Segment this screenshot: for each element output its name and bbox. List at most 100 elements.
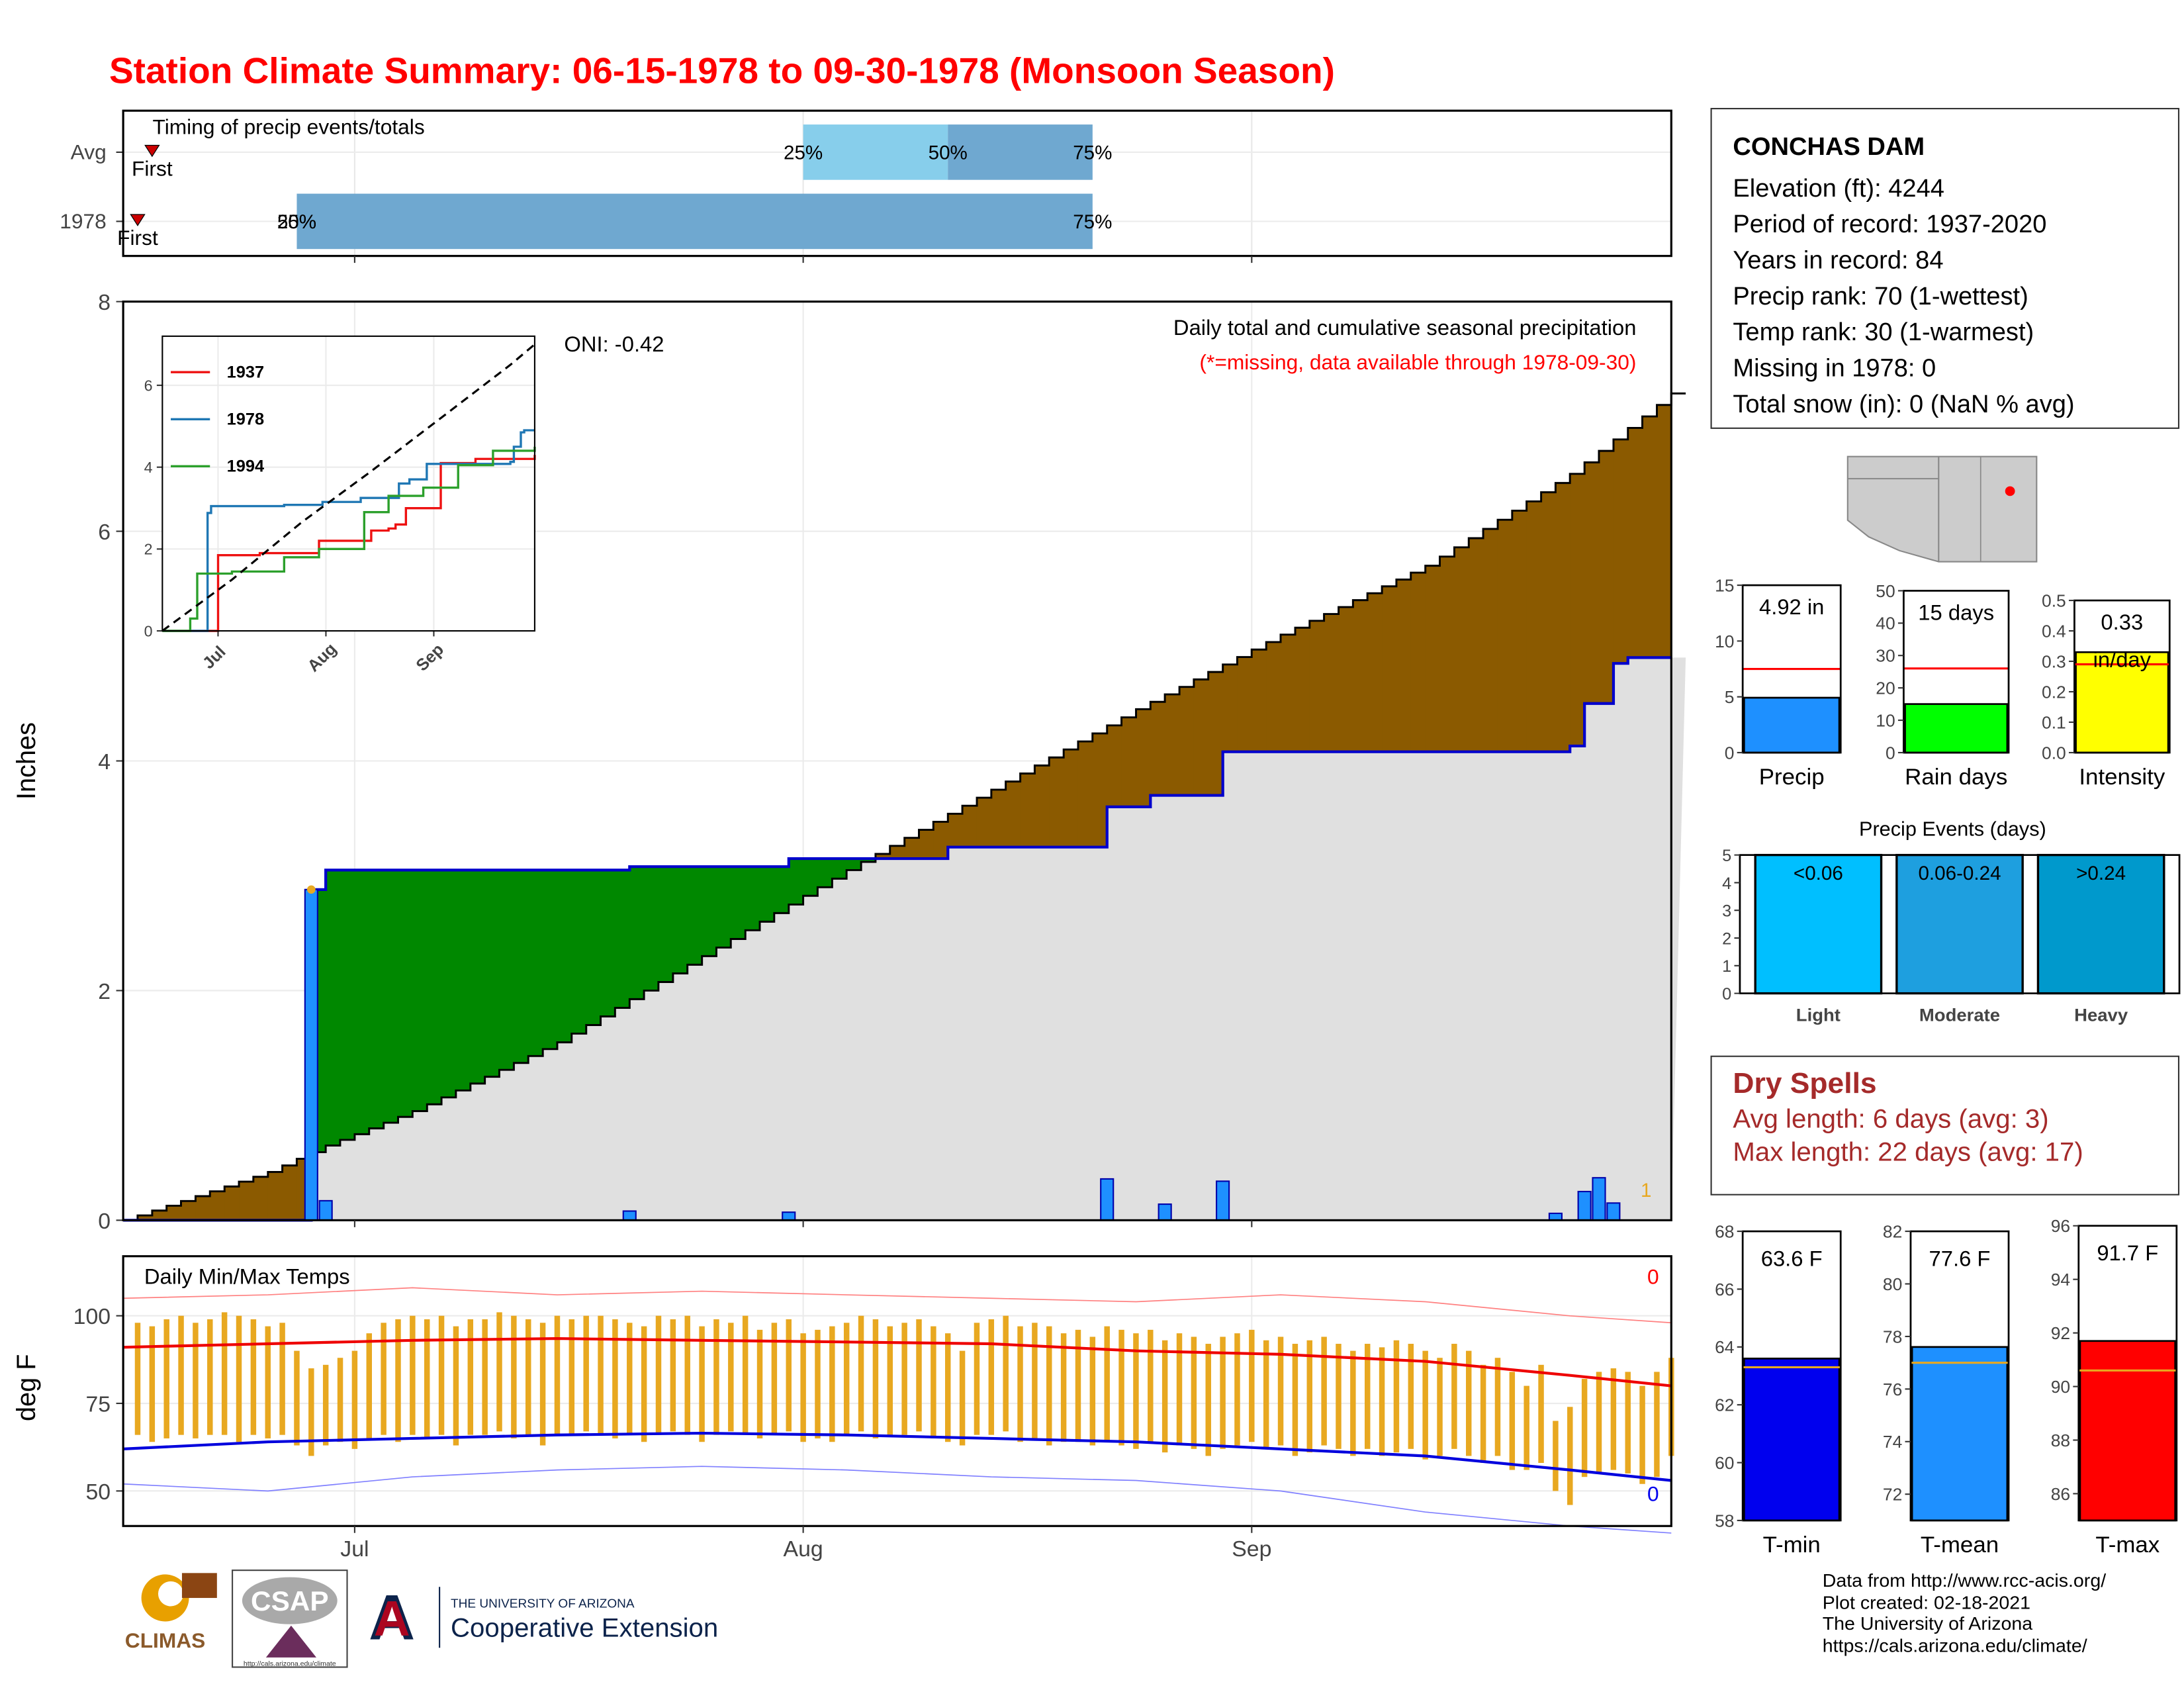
temp-daily-range-bar bbox=[279, 1323, 285, 1435]
events-y-tick-label: 3 bbox=[1722, 902, 1731, 921]
location-map bbox=[1846, 455, 2038, 563]
csap-url: http://cals.arizona.edu/climate bbox=[244, 1660, 336, 1667]
temp-daily-range-bar bbox=[1220, 1336, 1226, 1449]
precip-deficit-area bbox=[1425, 565, 1441, 752]
precip-y-tick-label: 8 bbox=[98, 291, 111, 315]
timing-marker-first bbox=[130, 214, 146, 226]
precip-surplus-area bbox=[760, 867, 775, 922]
timing-frame bbox=[122, 109, 1672, 258]
summary-y-tick-label: 80 bbox=[1883, 1274, 1902, 1294]
summary-category-label: T-max bbox=[2095, 1532, 2160, 1558]
precip-deficit-area bbox=[933, 821, 949, 859]
summary-y-tick-label: 0.2 bbox=[2042, 682, 2066, 702]
temp-record-min-line bbox=[123, 1466, 1672, 1534]
precip-deficit-area bbox=[152, 1210, 167, 1221]
precip-daily-bar bbox=[318, 1199, 333, 1221]
temp-daily-range-bar bbox=[569, 1319, 575, 1435]
summary-y-tick-label: 10 bbox=[1715, 632, 1734, 651]
credit-line: Plot created: 02-18-2021 bbox=[1822, 1591, 2031, 1613]
temp-daily-range-bar bbox=[1089, 1336, 1096, 1446]
precip-deficit-area bbox=[1107, 725, 1122, 807]
temp-daily-range-bar bbox=[1191, 1336, 1197, 1449]
station-name: CONCHAS DAM bbox=[1733, 132, 1925, 161]
precip-deficit-area bbox=[976, 798, 992, 847]
precip-surplus-area bbox=[644, 867, 659, 991]
summary-y-tick-label: 86 bbox=[2051, 1484, 2070, 1504]
precip-surplus-area bbox=[543, 870, 558, 1049]
precip-deficit-area bbox=[1613, 439, 1629, 664]
precip-deficit-area bbox=[1555, 483, 1571, 752]
temp-daily-range-bar bbox=[670, 1319, 676, 1432]
temp-y-tick-label: 75 bbox=[85, 1393, 111, 1417]
summary-y-tick-label: 72 bbox=[1883, 1485, 1902, 1505]
inset-avg-line bbox=[161, 344, 535, 632]
precip-avg-cumulative-line bbox=[123, 392, 1686, 1221]
temp-daily-range-bar bbox=[916, 1319, 922, 1432]
temp-daily-range-bar bbox=[467, 1319, 474, 1435]
events-title: Precip Events (days) bbox=[1859, 818, 2046, 841]
precip-surplus-area bbox=[861, 858, 876, 863]
summary-y-tick-label: 0.3 bbox=[2042, 652, 2066, 672]
temp-daily-range-bar bbox=[1234, 1333, 1240, 1446]
precip-deficit-area bbox=[1353, 600, 1369, 752]
inset-y-tick-label: 2 bbox=[144, 541, 153, 558]
precip-deficit-area bbox=[282, 1165, 298, 1221]
dry-spells-box: Dry Spells Avg length: 6 days (avg: 3) M… bbox=[1710, 1055, 2180, 1196]
precip-deficit-area bbox=[210, 1191, 225, 1221]
precip-deficit-area bbox=[1454, 547, 1470, 752]
dry-spells-avg-length: Avg length: 6 days (avg: 3) bbox=[1733, 1105, 2049, 1135]
temp-daily-range-bar bbox=[381, 1323, 387, 1435]
temp-daily-range-bar bbox=[1379, 1347, 1385, 1456]
temp-daily-range-bar bbox=[1292, 1344, 1298, 1456]
precip-surplus-area bbox=[832, 858, 848, 879]
temp-daily-range-bar bbox=[438, 1315, 445, 1435]
precip-deficit-area bbox=[1237, 657, 1253, 752]
temp-daily-range-bar bbox=[1408, 1344, 1414, 1449]
temp-daily-range-bar bbox=[207, 1319, 213, 1435]
events-bar-light bbox=[1754, 853, 1883, 995]
station-line: Precip rank: 70 (1-wettest) bbox=[1733, 282, 2028, 310]
precip-surplus-area bbox=[514, 870, 529, 1063]
temp-daily-range-bar bbox=[1046, 1326, 1052, 1446]
precip-deficit-area bbox=[181, 1201, 197, 1221]
dry-spells-title: Dry Spells bbox=[1733, 1068, 1877, 1100]
precip-deficit-area bbox=[1165, 694, 1180, 796]
precip-deficit-area bbox=[1367, 593, 1383, 752]
temp-daily-range-bar bbox=[1553, 1421, 1559, 1491]
temp-daily-range-bar bbox=[193, 1323, 199, 1438]
precip-surplus-area bbox=[745, 867, 760, 931]
summary-category-label: T-mean bbox=[1921, 1532, 1999, 1558]
precip-daily-bar bbox=[1592, 1177, 1606, 1221]
summary-y-tick-label: 94 bbox=[2051, 1270, 2070, 1289]
precip-deficit-area bbox=[137, 1215, 153, 1221]
temp-daily-range-bar bbox=[858, 1315, 864, 1432]
summary-y-tick-label: 96 bbox=[2051, 1217, 2070, 1236]
timing-row-label: 1978 bbox=[60, 209, 107, 233]
precip-events-chart: Precip Events (days) <0.06 Light 0.06-0.24 M… bbox=[1722, 818, 2181, 1025]
temp-daily-range-bar bbox=[134, 1323, 141, 1435]
temp-daily-range-bar bbox=[308, 1368, 314, 1456]
events-bar-heavy bbox=[2036, 853, 2165, 995]
station-line: Period of record: 1937-2020 bbox=[1733, 210, 2047, 238]
summary-y-tick-label: 74 bbox=[1883, 1432, 1902, 1452]
summary-panel-frame bbox=[1909, 1230, 2010, 1522]
temp-daily-range-bar bbox=[742, 1315, 749, 1435]
temp-daily-range-bar bbox=[945, 1333, 951, 1442]
precip-deficit-area bbox=[1034, 765, 1050, 847]
precip-surplus-area bbox=[774, 867, 790, 914]
temp-daily-range-bar bbox=[351, 1350, 358, 1449]
precip-y-tick-label: 4 bbox=[98, 750, 111, 774]
precip-surplus-area bbox=[629, 867, 645, 1000]
temp-daily-range-bar bbox=[410, 1315, 416, 1435]
temp-daily-range-bar bbox=[1654, 1372, 1660, 1477]
temp-daily-range-bar bbox=[1567, 1407, 1573, 1505]
precip-surplus-area bbox=[672, 867, 688, 974]
precip-surplus-area bbox=[528, 870, 543, 1056]
summary-value-label: 77.6 F bbox=[1929, 1247, 1991, 1271]
temp-daily-range-bar bbox=[728, 1323, 734, 1432]
temp-daily-range-bar bbox=[453, 1326, 459, 1446]
precip-surplus-area bbox=[398, 870, 414, 1117]
events-category-label: Light bbox=[1796, 1005, 1841, 1025]
precip-summary-chart: 4.92 in 0 5 10 15 Precip 15 days 0 10 20 30 40 50 Rai… bbox=[1715, 576, 2171, 790]
temp-daily-range-bar bbox=[395, 1319, 401, 1442]
